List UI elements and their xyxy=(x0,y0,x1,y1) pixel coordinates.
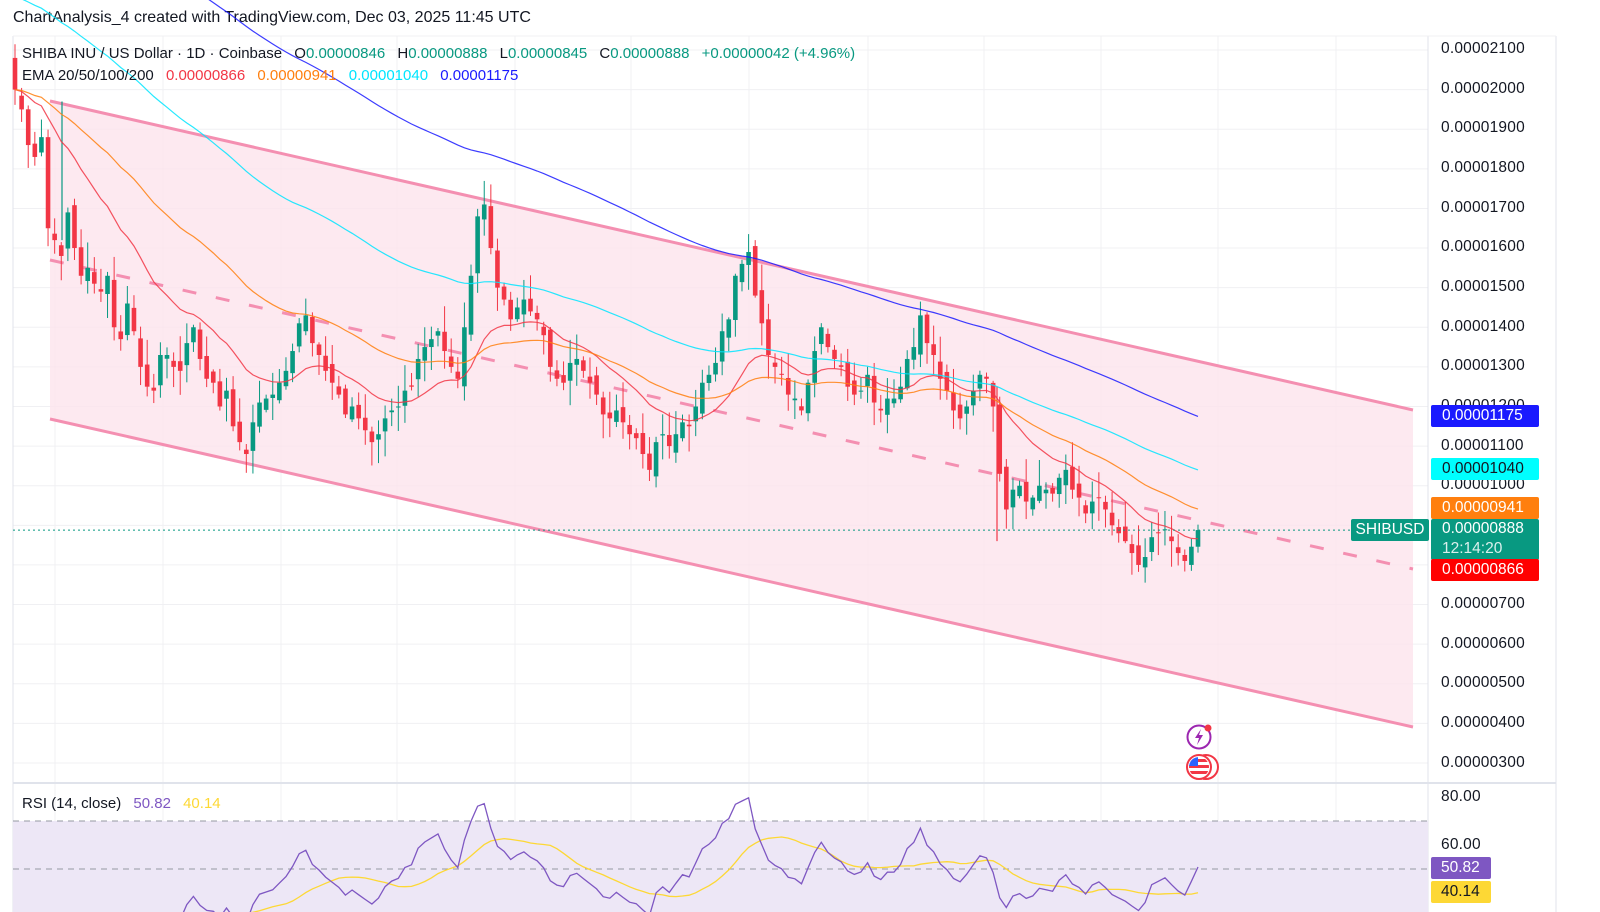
rsi-legend[interactable]: RSI (14, close) 50.82 40.14 xyxy=(22,795,229,812)
price-tick: 0.00001100 xyxy=(1441,437,1524,454)
last-price-badge: 0.00000888 12:14:20 xyxy=(1431,519,1539,560)
last-price: 0.00000888 xyxy=(1442,520,1524,537)
rsi-tick: 80.00 xyxy=(1441,788,1481,805)
rsi-badge: 50.82 xyxy=(1431,857,1491,879)
close-value: 0.00000888 xyxy=(610,45,690,62)
ema100-badge: 0.00001040 xyxy=(1431,458,1539,480)
low-value: 0.00000845 xyxy=(507,45,588,62)
high-label: H xyxy=(397,45,409,62)
price-tick: 0.00001000 xyxy=(1441,476,1525,493)
price-tick: 0.00000300 xyxy=(1441,754,1525,771)
ema200-badge: 0.00001175 xyxy=(1431,405,1539,427)
price-tick: 0.00002000 xyxy=(1441,80,1525,97)
ema-legend[interactable]: EMA 20/50/100/200 0.00000866 0.00000941 … xyxy=(22,67,526,84)
ema-label: EMA 20/50/100/200 xyxy=(22,67,154,84)
ema50-value: 0.00000941 xyxy=(257,67,337,84)
price-tick: 0.00000400 xyxy=(1441,714,1525,731)
symbol-badge: SHIBUSD xyxy=(1351,519,1429,541)
symbol-legend[interactable]: SHIBA INU / US Dollar · 1D · Coinbase O0… xyxy=(22,45,863,62)
ema20-value: 0.00000866 xyxy=(165,67,246,84)
ema50-badge: 0.00000941 xyxy=(1431,497,1539,519)
lightning-event-icon[interactable] xyxy=(1186,723,1212,750)
price-tick: 0.00001700 xyxy=(1441,199,1525,216)
price-tick: 0.00000500 xyxy=(1441,674,1525,691)
price-tick: 0.00000600 xyxy=(1441,635,1525,652)
us-flag-event-icon[interactable] xyxy=(1184,753,1219,780)
rsi-tick: 60.00 xyxy=(1441,836,1481,853)
ema100-value: 0.00001040 xyxy=(348,67,429,84)
price-tick: 0.00001400 xyxy=(1441,318,1525,335)
price-tick: 0.00001500 xyxy=(1441,278,1525,295)
price-tick: 0.00001800 xyxy=(1441,159,1525,176)
chart-title: ChartAnalysis_4 created with TradingView… xyxy=(13,9,531,26)
price-tick: 0.00001300 xyxy=(1441,357,1525,374)
low-label: L xyxy=(499,45,508,62)
price-tick: 0.00001900 xyxy=(1441,119,1525,136)
price-tick: 0.00001600 xyxy=(1441,238,1525,255)
price-tick: 0.00000700 xyxy=(1441,595,1525,612)
price-tick: 0.00002100 xyxy=(1441,40,1525,57)
rsi-ma-value: 40.14 xyxy=(183,795,221,812)
ema20-badge: 0.00000866 xyxy=(1431,559,1539,581)
rsi-ma-badge: 40.14 xyxy=(1431,881,1491,903)
close-label: C xyxy=(599,45,611,62)
rsi-value: 50.82 xyxy=(133,795,171,812)
rsi-label: RSI (14, close) xyxy=(22,795,122,812)
change-value: +0.00000042 (+4.96%) xyxy=(701,45,856,62)
open-label: O xyxy=(294,45,306,62)
high-value: 0.00000888 xyxy=(408,45,488,62)
ema200-value: 0.00001175 xyxy=(440,67,519,84)
bar-countdown: 12:14:20 xyxy=(1442,540,1503,557)
open-value: 0.00000846 xyxy=(305,45,386,62)
symbol-name: SHIBA INU / US Dollar · 1D · Coinbase xyxy=(22,45,283,62)
